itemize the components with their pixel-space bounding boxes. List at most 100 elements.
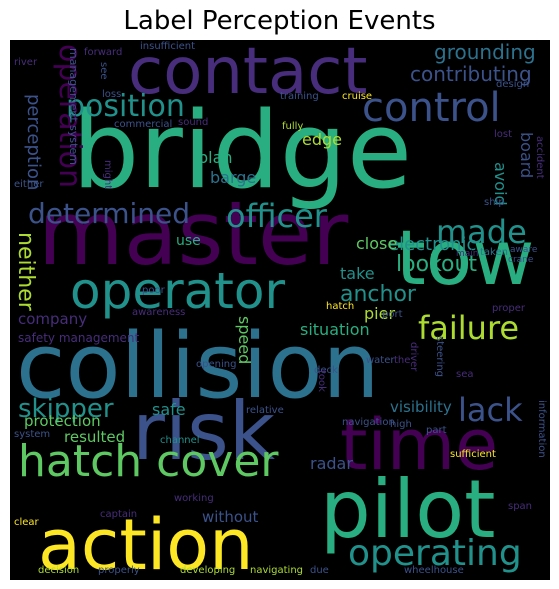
word-captain: captain bbox=[100, 509, 138, 520]
word-navigating: navigating bbox=[250, 565, 304, 576]
word-sound: sound bbox=[178, 117, 209, 128]
word-electronic: electronic bbox=[388, 234, 477, 255]
word-action: action bbox=[38, 504, 254, 580]
word-navigation: navigation bbox=[342, 417, 395, 428]
word-insufficient: insufficient bbox=[140, 41, 196, 52]
word-driver: driver bbox=[408, 342, 419, 372]
word-system: system bbox=[14, 429, 51, 440]
word-aware: aware bbox=[510, 245, 538, 255]
word-high: high bbox=[390, 419, 412, 430]
word-river: river bbox=[14, 57, 38, 68]
word-due: due bbox=[310, 565, 329, 576]
word-took: took bbox=[316, 370, 327, 392]
word-ship: ship bbox=[484, 197, 505, 208]
word-neither: neither bbox=[13, 232, 38, 311]
word-wheelhouse: wheelhouse bbox=[404, 565, 464, 576]
word-cloud: bridge master collision contact tow risk… bbox=[10, 40, 550, 580]
word-hatch-cover: hatch cover bbox=[18, 436, 279, 487]
word-water: water bbox=[366, 355, 395, 366]
word-contributing: contributing bbox=[410, 62, 532, 86]
word-clear: clear bbox=[14, 517, 39, 528]
word-situation: situation bbox=[300, 320, 370, 339]
word-speed: speed bbox=[235, 316, 254, 365]
word-resulted: resulted bbox=[64, 428, 126, 446]
word-sufficient: sufficient bbox=[450, 449, 496, 460]
word-span: span bbox=[508, 501, 533, 512]
word-control: control bbox=[362, 85, 501, 131]
word-time: time bbox=[340, 404, 499, 486]
word-lookout: lookout bbox=[396, 252, 478, 277]
word-risk: risk bbox=[132, 385, 276, 478]
word-use: use bbox=[176, 233, 201, 249]
word-position: position bbox=[66, 89, 185, 124]
word-without: without bbox=[202, 508, 259, 526]
word-safety-management: safety management bbox=[18, 331, 140, 345]
figure-title: Label Perception Events bbox=[123, 6, 436, 36]
word-barge: barge bbox=[210, 168, 257, 187]
word-company: company bbox=[18, 310, 88, 328]
word-commercial: commercial bbox=[114, 119, 173, 130]
word-master: master bbox=[38, 182, 349, 285]
word-training: training bbox=[280, 91, 319, 102]
word-failure: failure bbox=[418, 309, 520, 347]
word-skipper: skipper bbox=[18, 394, 114, 424]
word-protection: protection bbox=[24, 412, 101, 430]
word-taken: taken bbox=[480, 247, 508, 258]
word-accident: accident bbox=[534, 136, 545, 179]
word-relative: relative bbox=[246, 405, 284, 416]
word-hatch: hatch bbox=[326, 301, 355, 312]
word-decision: decision bbox=[38, 565, 80, 576]
word-contact: contact bbox=[128, 40, 368, 109]
word-loss: loss bbox=[102, 89, 122, 100]
word-officer: officer bbox=[226, 197, 327, 235]
word-the: the bbox=[394, 355, 411, 366]
word-channel: channel bbox=[160, 435, 200, 446]
word-properly: properly bbox=[98, 565, 140, 576]
word-opening: opening bbox=[196, 359, 237, 370]
word-steering: steering bbox=[434, 336, 445, 378]
word-forward: forward bbox=[84, 47, 123, 58]
word-anchor: anchor bbox=[340, 282, 416, 307]
word-working: working bbox=[174, 493, 214, 504]
word-crane: crane bbox=[508, 255, 534, 265]
word-grounding: grounding bbox=[434, 40, 536, 64]
word-poor: poor bbox=[142, 285, 165, 296]
word-radar: radar bbox=[310, 454, 353, 473]
word-management-system: management system bbox=[67, 48, 80, 165]
word-lost: lost bbox=[494, 129, 513, 140]
word-pilot: pilot bbox=[320, 463, 496, 556]
word-edge: edge bbox=[302, 130, 342, 149]
word-part: part bbox=[426, 425, 447, 436]
word-lack: lack bbox=[458, 391, 523, 429]
word-design: design bbox=[496, 79, 530, 90]
word-plan: plan bbox=[198, 148, 233, 167]
word-main: main bbox=[456, 249, 479, 259]
word-operator: operator bbox=[70, 262, 286, 320]
word-close: close bbox=[356, 234, 398, 253]
word-see: see bbox=[98, 62, 109, 80]
word-operating: operating bbox=[348, 533, 522, 574]
word-determined: determined bbox=[28, 197, 191, 230]
word-board: board bbox=[517, 132, 536, 179]
word-tow: tow bbox=[396, 213, 535, 302]
word-visibility: visibility bbox=[390, 398, 452, 416]
word-proper: proper bbox=[492, 303, 525, 314]
word-safe: safe bbox=[152, 400, 186, 419]
word-operation: operation bbox=[52, 44, 87, 189]
word-collision: collision bbox=[16, 314, 380, 419]
word-deck: deck bbox=[314, 365, 338, 376]
word-bridge: bridge bbox=[72, 89, 413, 212]
word-either: either bbox=[14, 179, 44, 190]
word-information: information bbox=[536, 400, 547, 458]
word-pier: pier bbox=[364, 304, 396, 323]
word-cruise: cruise bbox=[342, 91, 373, 102]
word-developing: developing bbox=[180, 565, 236, 576]
word-fully: fully bbox=[282, 121, 304, 132]
word-perception: perception bbox=[23, 94, 44, 191]
word-made: made bbox=[436, 213, 527, 251]
word-might: might bbox=[102, 160, 113, 190]
word-take: take bbox=[340, 264, 375, 283]
word-port: port bbox=[382, 309, 403, 320]
word-awareness: awareness bbox=[132, 307, 186, 318]
word-sea: sea bbox=[456, 369, 474, 380]
